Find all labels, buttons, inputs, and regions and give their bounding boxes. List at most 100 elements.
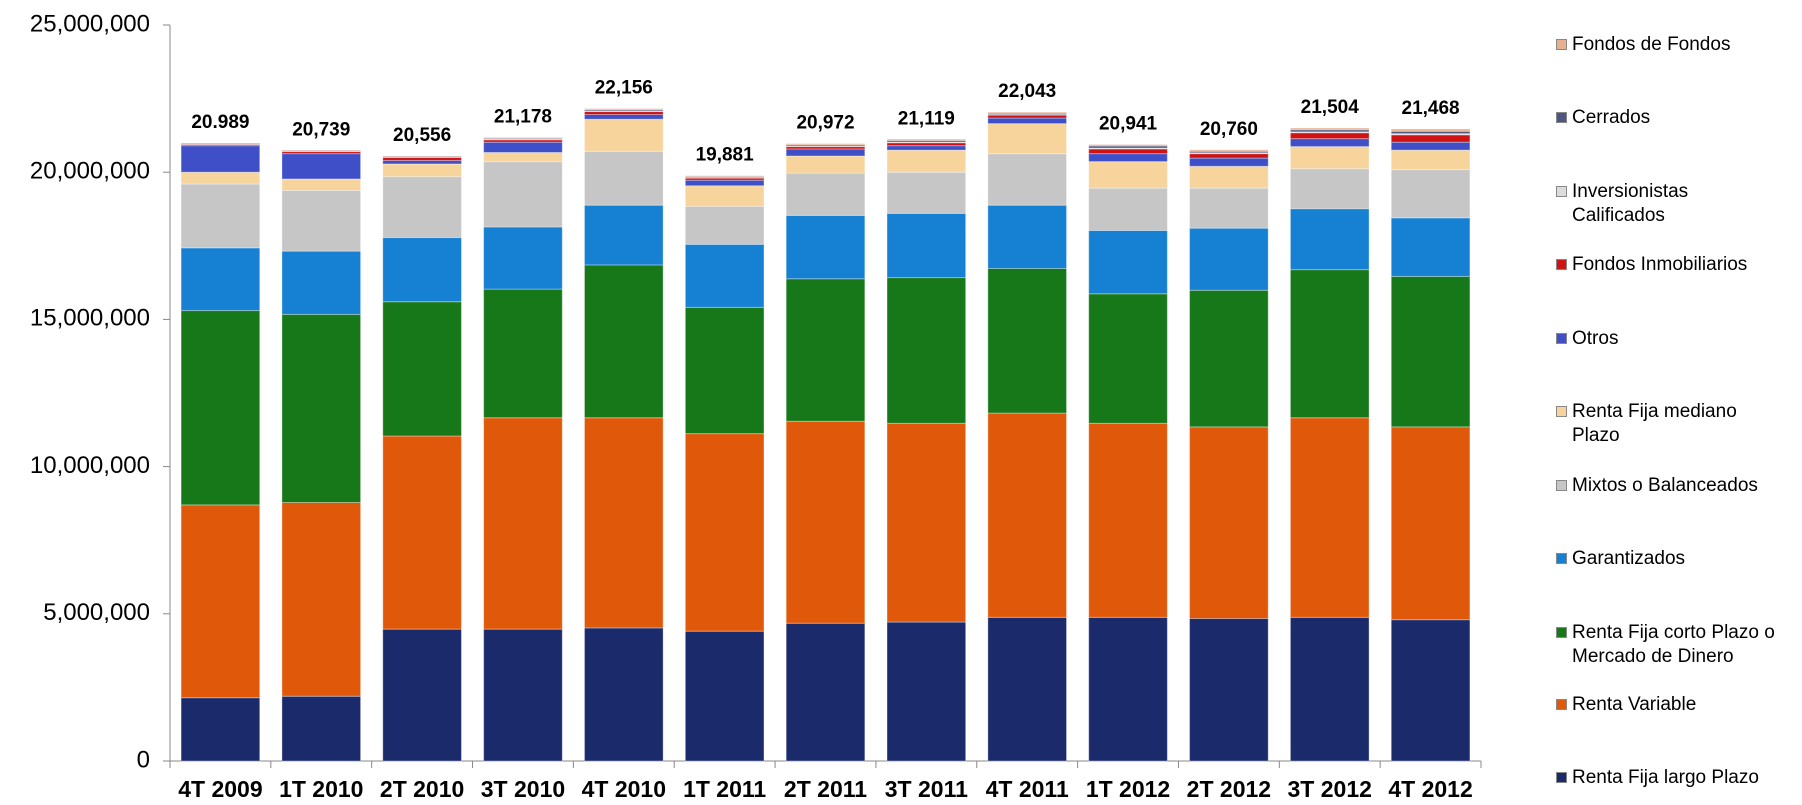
bar-segment (1189, 149, 1269, 152)
legend-swatch (1556, 406, 1567, 417)
bar-segment (281, 178, 362, 191)
bar-segment (785, 155, 866, 174)
bar-segment (886, 422, 967, 623)
legend-item: Renta Variable (1556, 693, 1796, 717)
y-tick-label: 5,000,000 (43, 599, 150, 626)
bar-segment (382, 163, 462, 178)
bar-segment (684, 179, 765, 187)
bar-segment (1088, 422, 1168, 618)
bar-segment (1088, 153, 1168, 163)
bar-segment (1289, 138, 1370, 148)
bar-segment (1088, 293, 1168, 424)
bar-segment (785, 148, 866, 157)
bar-segment (1390, 134, 1471, 143)
bar-segment (886, 621, 967, 762)
total-label: 21,119 (898, 108, 955, 129)
legend-item: Inversionistas Calificados (1556, 180, 1796, 228)
bar-segment (583, 627, 664, 762)
bar-segment (886, 212, 967, 279)
x-tick-label: 4T 2009 (178, 776, 262, 802)
total-label: 20,941 (1099, 114, 1158, 135)
bar-segment (1289, 616, 1370, 762)
bar-segment (886, 149, 967, 173)
bar-segment (684, 176, 765, 179)
bar-segment (1390, 133, 1471, 136)
bar-segment (483, 141, 563, 153)
total-label: 20,739 (292, 119, 350, 140)
total-label: 21,468 (1402, 98, 1460, 119)
legend-label: Fondos Inmobiliarios (1572, 254, 1748, 275)
bar-segment (583, 150, 664, 206)
bar-segment (483, 138, 563, 141)
bar-segment (583, 204, 664, 266)
legend-label: Renta Fija mediano Plazo (1572, 401, 1737, 446)
bar-segment (1289, 146, 1370, 170)
bar-segment (987, 204, 1068, 269)
legend-swatch (1556, 259, 1567, 270)
bar-segment (1088, 148, 1168, 155)
bar-segment (583, 264, 664, 419)
legend-item: Renta Fija corto Plazo o Mercado de Dine… (1556, 621, 1796, 669)
legend-swatch (1556, 333, 1567, 344)
bar-segment (1390, 619, 1471, 762)
legend-swatch (1556, 186, 1567, 197)
legend-item: Mixtos o Balanceados (1556, 474, 1796, 498)
bar-segment (684, 433, 765, 632)
bar-segment (382, 176, 462, 239)
bar-segment (1289, 168, 1370, 210)
bar-segment (684, 306, 765, 435)
bar-segment (281, 153, 362, 180)
x-tick-label: 4T 2010 (582, 776, 666, 802)
bar-segment (180, 171, 261, 185)
y-tick-label: 25,000,000 (30, 10, 150, 37)
legend-item: Otros (1556, 327, 1796, 351)
bar-segment (180, 183, 261, 249)
bar-segment (785, 278, 866, 422)
bar-segment (180, 145, 261, 173)
bar-segment (583, 108, 664, 111)
legend-swatch (1556, 480, 1567, 491)
bar-segment (1390, 169, 1471, 219)
bar-segment (1390, 141, 1471, 151)
bar-segment (987, 153, 1068, 206)
legend-label: Renta Fija largo Plazo (1572, 767, 1759, 788)
bar-segment (1289, 127, 1370, 131)
x-tick-label: 2T 2011 (784, 776, 867, 802)
bar-segment (987, 123, 1068, 155)
bar-segment (483, 161, 563, 228)
bar-segment (180, 247, 261, 312)
bar-segment (785, 622, 866, 762)
bar-segment (1289, 269, 1370, 419)
bar-segment (684, 185, 765, 207)
bar-segment (180, 310, 261, 506)
bar-segment (1390, 275, 1471, 428)
bar-segment (1189, 153, 1269, 159)
total-label: 21,504 (1301, 97, 1360, 118)
bar-segment (684, 630, 765, 762)
bar-segment (684, 175, 765, 178)
total-label: 20,972 (796, 113, 854, 134)
bar-segment (987, 616, 1068, 762)
total-label: 22,043 (998, 81, 1056, 102)
bar-segment (1189, 426, 1269, 620)
x-tick-label: 3T 2012 (1288, 776, 1372, 802)
bar-segment (382, 628, 462, 762)
x-tick-label: 1T 2010 (279, 776, 363, 802)
bar-segment (483, 288, 563, 419)
legend-label: Mixtos o Balanceados (1572, 475, 1758, 496)
total-label: 20.989 (191, 112, 249, 133)
bar-segment (785, 143, 866, 146)
legend-label: Otros (1572, 328, 1619, 349)
legend-label: Renta Variable (1572, 694, 1697, 715)
bar-segment (1390, 149, 1471, 171)
legend-swatch (1556, 627, 1567, 638)
y-tick-label: 10,000,000 (30, 452, 150, 479)
bar-segment (1189, 289, 1269, 428)
total-label: 19,881 (696, 145, 755, 166)
x-tick-label: 3T 2010 (481, 776, 565, 802)
bar-segment (1088, 187, 1168, 231)
bar-segment (987, 111, 1068, 114)
x-tick-label: 1T 2012 (1086, 776, 1170, 802)
